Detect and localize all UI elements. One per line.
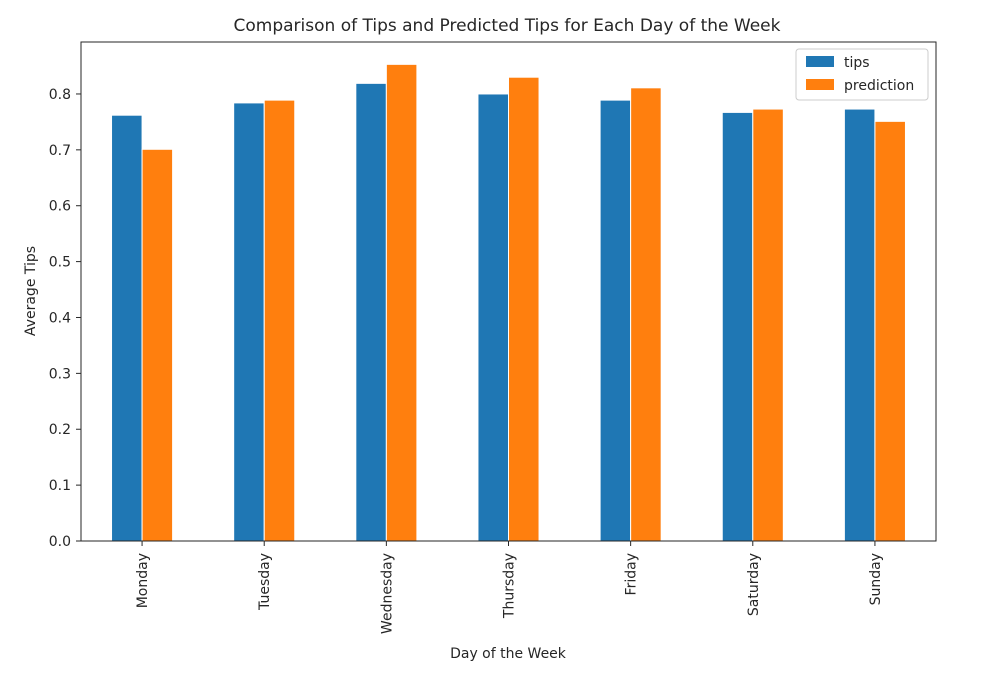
y-axis-title: Average Tips [23, 246, 39, 336]
y-tick-label: 0.2 [49, 422, 71, 438]
bar-prediction-saturday [752, 108, 784, 542]
bar-prediction-sunday [874, 120, 906, 542]
y-tick-label: 0.4 [49, 310, 71, 326]
legend-label-tips: tips [844, 55, 870, 71]
bar-tips-thursday [477, 93, 510, 542]
bar-prediction-thursday [508, 76, 540, 542]
bar-tips-saturday [721, 111, 754, 542]
bar-tips-sunday [843, 108, 876, 542]
y-axis-ticks: 0.0 0.1 0.2 0.3 0.4 0.5 0.6 0.7 0.8 [49, 87, 81, 550]
y-tick-label: 0.6 [49, 199, 71, 215]
x-tick-label-thursday: Thursday [502, 553, 518, 619]
x-tick-label-tuesday: Tuesday [257, 553, 273, 611]
y-tick-label: 0.1 [49, 478, 71, 494]
bars-layer [111, 63, 906, 542]
legend-swatch-tips [806, 56, 834, 67]
x-axis-ticks: Monday Tuesday Wednesday Thursday Friday Satu… [135, 541, 884, 634]
bar-tips-monday [111, 114, 143, 542]
chart-title: Comparison of Tips and Predicted Tips fo… [234, 16, 781, 36]
x-tick-label-saturday: Saturday [746, 553, 762, 616]
y-tick-label: 0.5 [49, 255, 71, 271]
x-tick-label-wednesday: Wednesday [379, 553, 395, 634]
legend-swatch-prediction [806, 79, 834, 90]
bar-prediction-tuesday [263, 99, 296, 542]
bar-tips-friday [599, 99, 632, 542]
y-tick-label: 0.0 [49, 534, 71, 550]
y-tick-label: 0.3 [49, 366, 71, 382]
bar-prediction-friday [630, 87, 662, 542]
bar-prediction-monday [141, 148, 174, 542]
legend: tips prediction [795, 48, 929, 101]
plot-frame [80, 41, 937, 542]
x-tick-label-monday: Monday [135, 553, 151, 608]
x-axis-title: Day of the Week [450, 646, 567, 662]
bar-tips-tuesday [233, 102, 265, 542]
x-tick-label-sunday: Sunday [868, 553, 884, 605]
y-tick-label: 0.8 [49, 87, 71, 103]
legend-label-prediction: prediction [844, 78, 914, 94]
bar-tips-wednesday [355, 82, 387, 542]
y-tick-label: 0.7 [49, 143, 71, 159]
x-tick-label-friday: Friday [624, 553, 640, 595]
bar-prediction-wednesday [385, 63, 418, 542]
